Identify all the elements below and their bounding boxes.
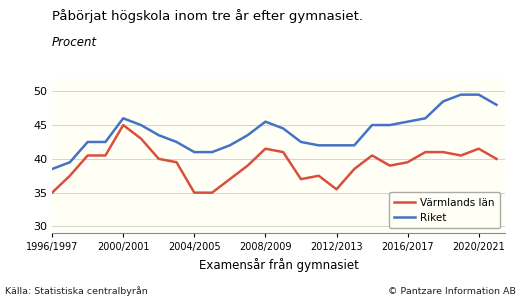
X-axis label: Examensår från gymnasiet: Examensår från gymnasiet	[199, 258, 358, 272]
Riket	[387, 123, 393, 127]
Värmlands län	[422, 150, 428, 154]
Värmlands län	[369, 154, 375, 157]
Text: Källa: Statistiska centralbyrån: Källa: Statistiska centralbyrån	[5, 286, 148, 296]
Legend: Värmlands län, Riket: Värmlands län, Riket	[389, 192, 500, 228]
Riket	[280, 127, 287, 130]
Riket	[262, 120, 268, 123]
Text: Procent: Procent	[52, 36, 97, 49]
Riket	[440, 100, 446, 103]
Riket	[458, 93, 464, 97]
Riket	[244, 133, 251, 137]
Värmlands län	[404, 161, 411, 164]
Riket	[49, 167, 55, 171]
Värmlands län	[84, 154, 91, 157]
Värmlands län	[156, 157, 162, 161]
Värmlands län	[120, 123, 126, 127]
Värmlands län	[493, 157, 500, 161]
Riket	[316, 144, 322, 147]
Text: Påbörjat högskola inom tre år efter gymnasiet.: Påbörjat högskola inom tre år efter gymn…	[52, 9, 363, 23]
Värmlands län	[262, 147, 268, 150]
Värmlands län	[316, 174, 322, 178]
Riket	[476, 93, 482, 97]
Riket	[173, 140, 180, 144]
Värmlands län	[387, 164, 393, 167]
Värmlands län	[351, 167, 357, 171]
Riket	[333, 144, 340, 147]
Riket	[138, 123, 144, 127]
Värmlands län	[173, 161, 180, 164]
Riket	[209, 150, 215, 154]
Riket	[493, 103, 500, 106]
Värmlands län	[244, 164, 251, 167]
Riket	[404, 120, 411, 123]
Line: Värmlands län: Värmlands län	[52, 125, 497, 193]
Riket	[67, 161, 73, 164]
Riket	[120, 117, 126, 120]
Värmlands län	[102, 154, 108, 157]
Värmlands län	[191, 191, 197, 194]
Värmlands län	[227, 177, 233, 181]
Värmlands län	[440, 150, 446, 154]
Riket	[84, 140, 91, 144]
Värmlands län	[333, 187, 340, 191]
Riket	[227, 144, 233, 147]
Värmlands län	[476, 147, 482, 150]
Värmlands län	[209, 191, 215, 194]
Riket	[102, 140, 108, 144]
Riket	[191, 150, 197, 154]
Riket	[351, 144, 357, 147]
Värmlands län	[280, 150, 287, 154]
Riket	[156, 133, 162, 137]
Värmlands län	[67, 174, 73, 178]
Värmlands län	[458, 154, 464, 157]
Riket	[369, 123, 375, 127]
Riket	[298, 140, 304, 144]
Värmlands län	[138, 137, 144, 140]
Värmlands län	[49, 191, 55, 194]
Värmlands län	[298, 177, 304, 181]
Line: Riket: Riket	[52, 95, 497, 169]
Riket	[422, 117, 428, 120]
Text: © Pantzare Information AB: © Pantzare Information AB	[388, 287, 516, 296]
